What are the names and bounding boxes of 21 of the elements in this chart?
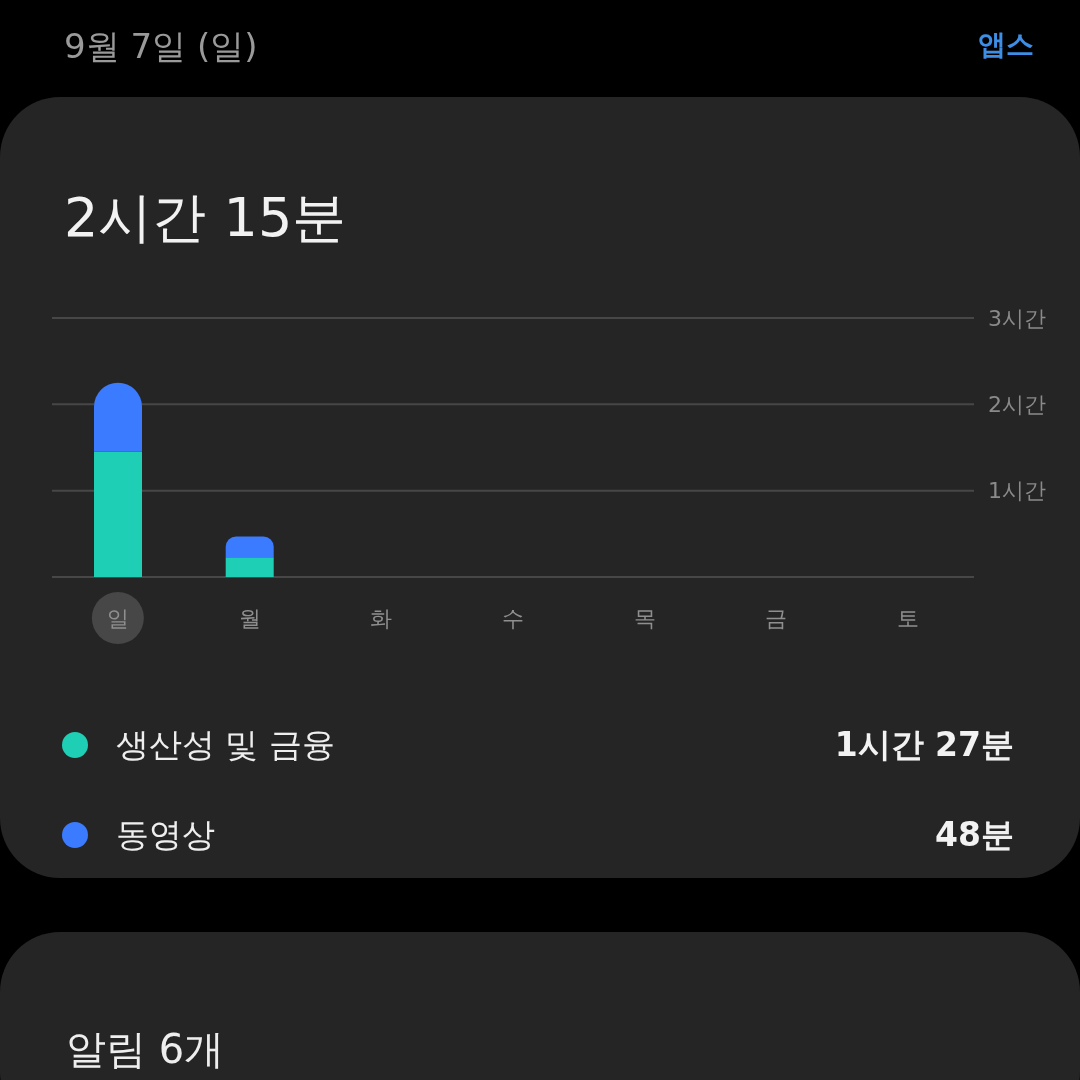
x-tick-label: 일 <box>106 605 129 631</box>
x-tick-label: 월 <box>238 605 261 631</box>
legend-label: 동영상 <box>116 813 215 856</box>
y-tick-label: 1시간 <box>988 478 1046 504</box>
text: 1시간 27분 <box>834 723 1014 766</box>
x-tick-label: 토 <box>897 605 920 631</box>
x-tick-label: 수 <box>502 605 524 631</box>
bar <box>94 451 142 577</box>
chart-title: 2시간 15분 <box>64 185 347 251</box>
legend-label: 생산성 및 금융 <box>116 723 335 766</box>
text: 알림 6개 <box>66 1025 225 1074</box>
bar <box>225 557 274 577</box>
x-tick-label: 금 <box>765 605 788 631</box>
y-tick-label: 3시간 <box>988 305 1046 331</box>
text: 48분 <box>935 813 1014 856</box>
text: 앱스 <box>978 27 1034 63</box>
bar <box>225 536 274 558</box>
x-tick-label: 목 <box>633 605 656 631</box>
x-tick-label: 화 <box>370 605 393 631</box>
chart-subtitle: 9월 7일 (일) <box>64 25 258 68</box>
y-tick-label: 2시간 <box>988 392 1046 418</box>
